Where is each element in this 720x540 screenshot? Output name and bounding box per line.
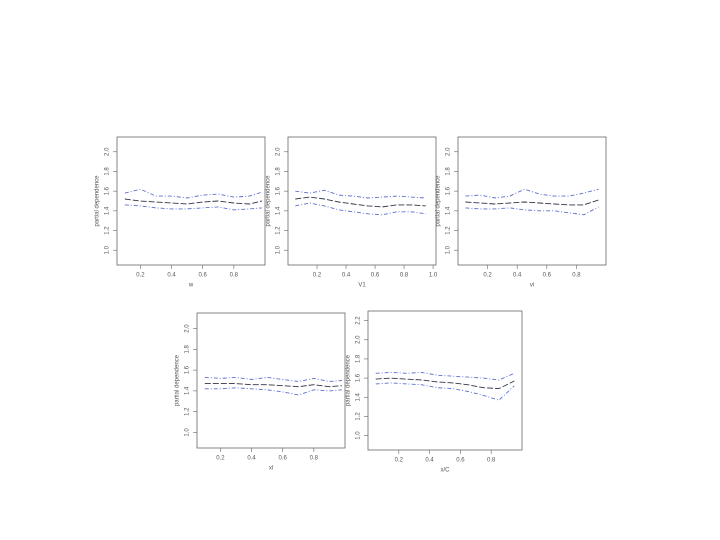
x-tick-label: 0.6 bbox=[279, 456, 288, 462]
y-tick-label: 1.8 bbox=[276, 167, 282, 176]
y-tick-label: 1.2 bbox=[356, 412, 362, 421]
x-axis-label: x/C bbox=[441, 468, 451, 474]
x-tick-label: 1.0 bbox=[429, 273, 438, 279]
series-line bbox=[204, 376, 342, 382]
y-tick-label: 1.6 bbox=[446, 186, 452, 195]
series-line bbox=[375, 371, 515, 381]
x-axis-label: xl bbox=[269, 466, 273, 472]
y-tick-label: 1.6 bbox=[356, 373, 362, 382]
y-axis-label: partial dependence bbox=[175, 354, 181, 406]
plot-frame bbox=[457, 136, 607, 266]
series-line bbox=[295, 189, 426, 199]
x-tick-label: 0.4 bbox=[167, 273, 176, 279]
x-tick-label: 0.6 bbox=[456, 458, 465, 464]
y-tick-label: 2.0 bbox=[276, 147, 282, 156]
plot-frame bbox=[116, 136, 266, 266]
series-line bbox=[124, 198, 263, 205]
x-tick-label: 0.4 bbox=[513, 273, 522, 279]
x-tick-label: 0.8 bbox=[230, 273, 239, 279]
y-tick-label: 1.0 bbox=[185, 428, 191, 437]
y-tick-label: 1.4 bbox=[185, 386, 191, 395]
x-tick-label: 0.8 bbox=[400, 273, 409, 279]
y-tick-label: 1.0 bbox=[105, 245, 111, 254]
y-tick-label: 1.8 bbox=[185, 345, 191, 354]
y-tick-label: 2.0 bbox=[446, 147, 452, 156]
x-tick-label: 0.8 bbox=[572, 273, 581, 279]
series-line bbox=[124, 204, 262, 211]
x-tick-label: 0.2 bbox=[483, 273, 492, 279]
series-line bbox=[465, 206, 599, 216]
series-line bbox=[465, 199, 599, 206]
x-tick-label: 0.2 bbox=[136, 273, 145, 279]
y-tick-label: 2.0 bbox=[185, 324, 191, 333]
x-tick-label: 0.4 bbox=[342, 273, 351, 279]
series-line bbox=[375, 382, 515, 401]
series-line bbox=[375, 377, 515, 390]
plot-frame bbox=[196, 312, 346, 449]
y-axis-label: partial dependence bbox=[346, 354, 352, 406]
plot-frame bbox=[367, 310, 523, 451]
y-tick-label: 1.0 bbox=[446, 245, 452, 254]
y-axis-label: partial dependence bbox=[95, 175, 101, 227]
x-axis-label: vi bbox=[530, 283, 534, 289]
y-tick-label: 1.0 bbox=[276, 245, 282, 254]
y-tick-label: 1.8 bbox=[105, 167, 111, 176]
x-tick-label: 0.4 bbox=[247, 456, 256, 462]
x-axis-label: w bbox=[188, 283, 194, 289]
y-tick-label: 1.2 bbox=[446, 226, 452, 235]
plot-frame bbox=[287, 136, 437, 266]
series-line bbox=[124, 188, 263, 199]
y-tick-label: 2.2 bbox=[356, 316, 362, 325]
x-tick-label: 0.6 bbox=[543, 273, 552, 279]
y-tick-label: 1.6 bbox=[185, 365, 191, 374]
series-line bbox=[295, 202, 426, 216]
series-line bbox=[204, 387, 342, 396]
x-tick-label: 0.8 bbox=[487, 458, 496, 464]
y-tick-label: 1.0 bbox=[356, 431, 362, 440]
x-tick-label: 0.4 bbox=[425, 458, 434, 464]
x-tick-label: 0.2 bbox=[395, 458, 404, 464]
y-tick-label: 1.4 bbox=[446, 206, 452, 215]
y-tick-label: 1.6 bbox=[105, 186, 111, 195]
y-tick-label: 1.8 bbox=[446, 167, 452, 176]
y-axis-label: partial dependence bbox=[436, 175, 442, 227]
x-tick-label: 0.6 bbox=[371, 273, 380, 279]
series-line bbox=[204, 383, 342, 388]
y-tick-label: 1.4 bbox=[276, 206, 282, 215]
series-line bbox=[465, 188, 599, 199]
y-tick-label: 1.2 bbox=[185, 407, 191, 416]
y-tick-label: 1.2 bbox=[105, 226, 111, 235]
x-tick-label: 0.2 bbox=[216, 456, 225, 462]
y-tick-label: 2.0 bbox=[105, 147, 111, 156]
x-tick-label: 0.8 bbox=[310, 456, 319, 462]
y-tick-label: 1.4 bbox=[105, 206, 111, 215]
y-tick-label: 1.8 bbox=[356, 354, 362, 363]
y-tick-label: 1.2 bbox=[276, 226, 282, 235]
y-tick-label: 2.0 bbox=[356, 335, 362, 344]
y-tick-label: 1.6 bbox=[276, 186, 282, 195]
series-line bbox=[295, 196, 426, 208]
y-axis-label: partial dependence bbox=[266, 175, 272, 227]
x-tick-label: 0.6 bbox=[199, 273, 208, 279]
y-tick-label: 1.4 bbox=[356, 392, 362, 401]
x-axis-label: V1 bbox=[358, 283, 366, 289]
x-tick-label: 0.2 bbox=[313, 273, 322, 279]
